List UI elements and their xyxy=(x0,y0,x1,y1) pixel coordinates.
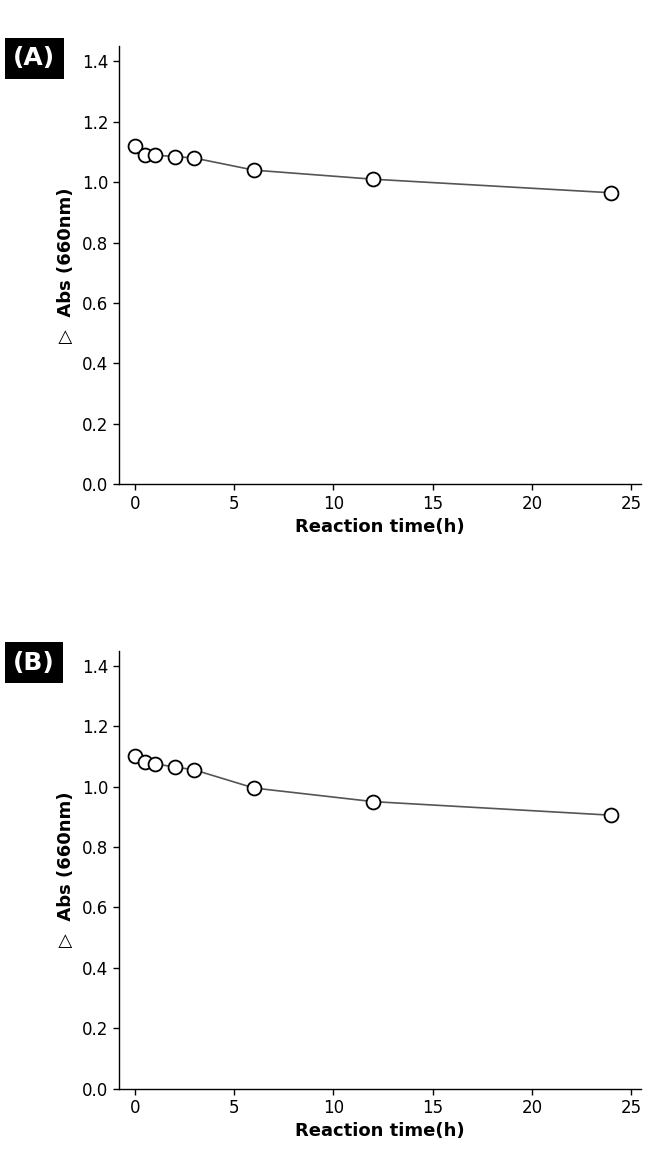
X-axis label: Reaction time(h): Reaction time(h) xyxy=(295,518,465,536)
Text: (B): (B) xyxy=(13,651,55,675)
Text: (A): (A) xyxy=(13,46,56,71)
Y-axis label: ▷  Abs (660nm): ▷ Abs (660nm) xyxy=(57,792,75,947)
Y-axis label: ▷  Abs (660nm): ▷ Abs (660nm) xyxy=(57,188,75,343)
X-axis label: Reaction time(h): Reaction time(h) xyxy=(295,1122,465,1141)
